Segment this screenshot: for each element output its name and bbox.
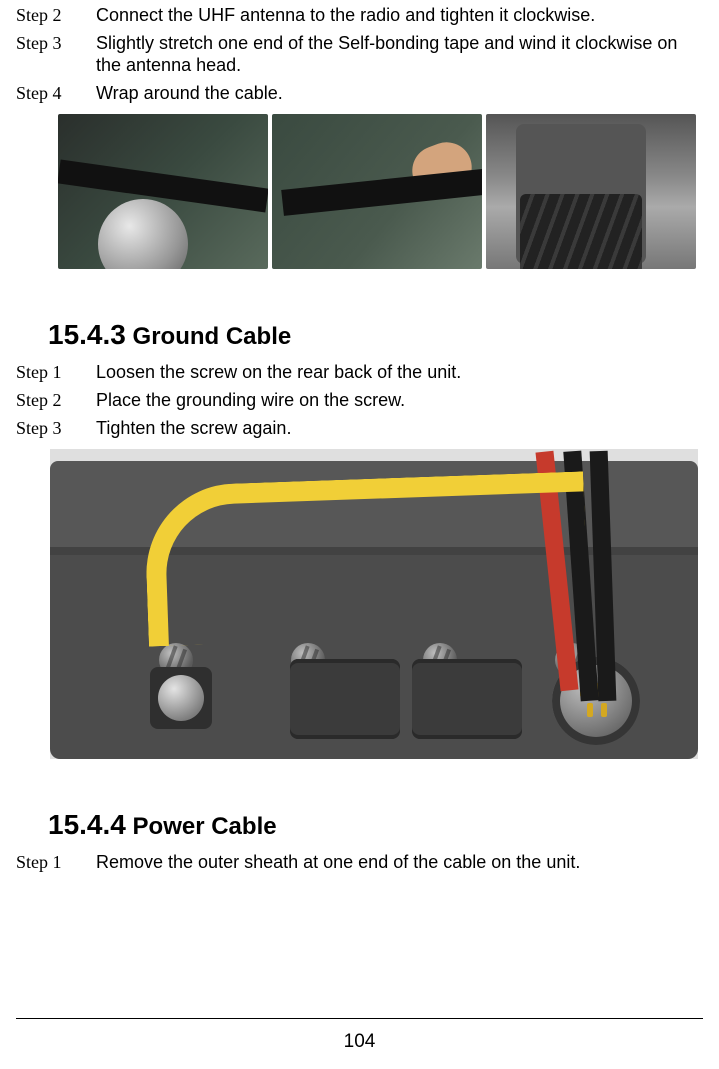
step-row: Step 3 Tighten the screw again. [16,417,703,439]
step-label: Step 4 [16,82,96,104]
step-text: Connect the UHF antenna to the radio and… [96,4,703,26]
step-label: Step 2 [16,389,96,411]
step-text: Remove the outer sheath at one end of th… [96,851,703,873]
document-page: Step 2 Connect the UHF antenna to the ra… [0,0,719,1069]
step-text: Place the grounding wire on the screw. [96,389,703,411]
step-label: Step 3 [16,417,96,439]
ground-screw-post [150,667,212,729]
step-row: Step 4 Wrap around the cable. [16,82,703,104]
section-heading-ground-cable: 15.4.3 Ground Cable [48,319,703,351]
ground-bolt-icon [158,675,204,721]
step-label: Step 2 [16,4,96,26]
section-number: 15.4.3 [48,319,126,350]
section-title: Ground Cable [133,323,292,350]
step-label: Step 3 [16,32,96,54]
yellow-ground-wire [143,471,588,646]
antenna-wrap-photos [50,114,703,269]
panel-slot [412,659,522,739]
photo-wrap-step-a [58,114,268,269]
footer-divider [16,1018,703,1019]
page-number: 104 [0,1031,719,1053]
step-row: Step 1 Loosen the screw on the rear back… [16,361,703,383]
step-row: Step 3 Slightly stretch one end of the S… [16,32,703,76]
step-text: Tighten the screw again. [96,417,703,439]
step-label: Step 1 [16,361,96,383]
section-heading-power-cable: 15.4.4 Power Cable [48,809,703,841]
photo-wrap-step-b [272,114,482,269]
step-row: Step 1 Remove the outer sheath at one en… [16,851,703,873]
photo-wrap-step-c [486,114,696,269]
step-row: Step 2 Connect the UHF antenna to the ra… [16,4,703,26]
section-title: Power Cable [133,813,277,840]
panel-slot [290,659,400,739]
step-text: Wrap around the cable. [96,82,703,104]
step-row: Step 2 Place the grounding wire on the s… [16,389,703,411]
step-label: Step 1 [16,851,96,873]
section-number: 15.4.4 [48,809,126,840]
ground-cable-diagram [50,449,698,759]
step-text: Loosen the screw on the rear back of the… [96,361,703,383]
step-text: Slightly stretch one end of the Self-bon… [96,32,703,76]
